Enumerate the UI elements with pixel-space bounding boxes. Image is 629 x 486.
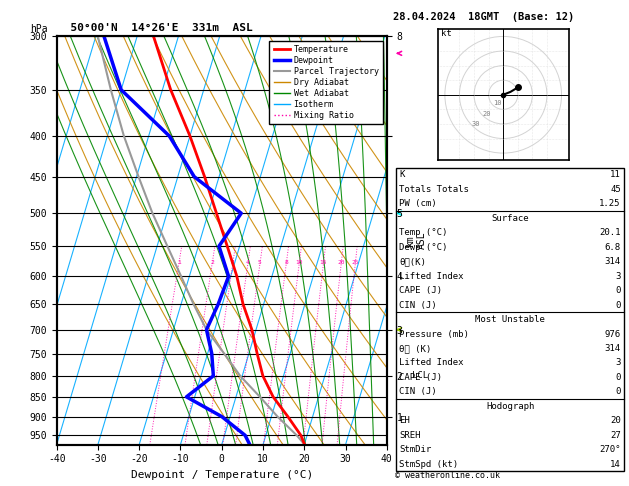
Text: Lifted Index: Lifted Index bbox=[399, 272, 464, 280]
Text: 50°00'N  14°26'E  331m  ASL: 50°00'N 14°26'E 331m ASL bbox=[57, 23, 252, 33]
Text: 4: 4 bbox=[246, 260, 250, 264]
Text: Pressure (mb): Pressure (mb) bbox=[399, 330, 469, 339]
Text: 3: 3 bbox=[615, 359, 621, 367]
Text: LCL: LCL bbox=[412, 371, 428, 381]
Text: Hodograph: Hodograph bbox=[486, 402, 534, 411]
Text: SREH: SREH bbox=[399, 431, 421, 440]
Text: θᴄ(K): θᴄ(K) bbox=[399, 257, 426, 266]
Text: 3: 3 bbox=[615, 272, 621, 280]
Text: StmDir: StmDir bbox=[399, 445, 431, 454]
Y-axis label: km
ASL: km ASL bbox=[405, 232, 427, 249]
Text: Most Unstable: Most Unstable bbox=[475, 315, 545, 324]
Text: 10: 10 bbox=[296, 260, 303, 264]
Text: PW (cm): PW (cm) bbox=[399, 199, 437, 208]
Text: Surface: Surface bbox=[491, 214, 529, 223]
Text: K: K bbox=[399, 171, 405, 179]
Text: 25: 25 bbox=[352, 260, 359, 264]
Text: 8: 8 bbox=[284, 260, 288, 264]
Text: 14: 14 bbox=[610, 460, 621, 469]
Text: EH: EH bbox=[399, 417, 410, 425]
Text: 2: 2 bbox=[210, 260, 214, 264]
Text: 20.1: 20.1 bbox=[599, 228, 621, 237]
Text: CAPE (J): CAPE (J) bbox=[399, 286, 442, 295]
Text: 20: 20 bbox=[337, 260, 345, 264]
Text: Totals Totals: Totals Totals bbox=[399, 185, 469, 194]
Text: 27: 27 bbox=[610, 431, 621, 440]
Text: kt: kt bbox=[440, 30, 451, 38]
Text: 45: 45 bbox=[610, 185, 621, 194]
Text: θᴄ (K): θᴄ (K) bbox=[399, 344, 431, 353]
Text: 0: 0 bbox=[615, 300, 621, 310]
Text: 28.04.2024  18GMT  (Base: 12): 28.04.2024 18GMT (Base: 12) bbox=[393, 12, 574, 22]
Text: 976: 976 bbox=[604, 330, 621, 339]
Text: 5: 5 bbox=[258, 260, 262, 264]
Text: 0: 0 bbox=[615, 373, 621, 382]
Text: 6.8: 6.8 bbox=[604, 243, 621, 252]
Text: hPa: hPa bbox=[30, 24, 48, 35]
Text: CAPE (J): CAPE (J) bbox=[399, 373, 442, 382]
Text: 0: 0 bbox=[615, 286, 621, 295]
Text: Dewp (°C): Dewp (°C) bbox=[399, 243, 448, 252]
Text: 30: 30 bbox=[472, 122, 480, 127]
Text: 11: 11 bbox=[610, 171, 621, 179]
Text: 0: 0 bbox=[615, 387, 621, 397]
Text: Temp (°C): Temp (°C) bbox=[399, 228, 448, 237]
Text: 10: 10 bbox=[493, 100, 501, 106]
Text: 1: 1 bbox=[177, 260, 181, 264]
Text: 20: 20 bbox=[610, 417, 621, 425]
Text: 270°: 270° bbox=[599, 445, 621, 454]
Legend: Temperature, Dewpoint, Parcel Trajectory, Dry Adiabat, Wet Adiabat, Isotherm, Mi: Temperature, Dewpoint, Parcel Trajectory… bbox=[269, 41, 382, 124]
Text: StmSpd (kt): StmSpd (kt) bbox=[399, 460, 459, 469]
Text: 3: 3 bbox=[231, 260, 235, 264]
Text: CIN (J): CIN (J) bbox=[399, 300, 437, 310]
Text: 314: 314 bbox=[604, 344, 621, 353]
X-axis label: Dewpoint / Temperature (°C): Dewpoint / Temperature (°C) bbox=[131, 470, 313, 480]
Text: 15: 15 bbox=[320, 260, 327, 264]
Text: CIN (J): CIN (J) bbox=[399, 387, 437, 397]
Text: 1.25: 1.25 bbox=[599, 199, 621, 208]
Text: Lifted Index: Lifted Index bbox=[399, 359, 464, 367]
Text: © weatheronline.co.uk: © weatheronline.co.uk bbox=[395, 471, 500, 480]
Text: 314: 314 bbox=[604, 257, 621, 266]
Text: 20: 20 bbox=[482, 111, 491, 117]
